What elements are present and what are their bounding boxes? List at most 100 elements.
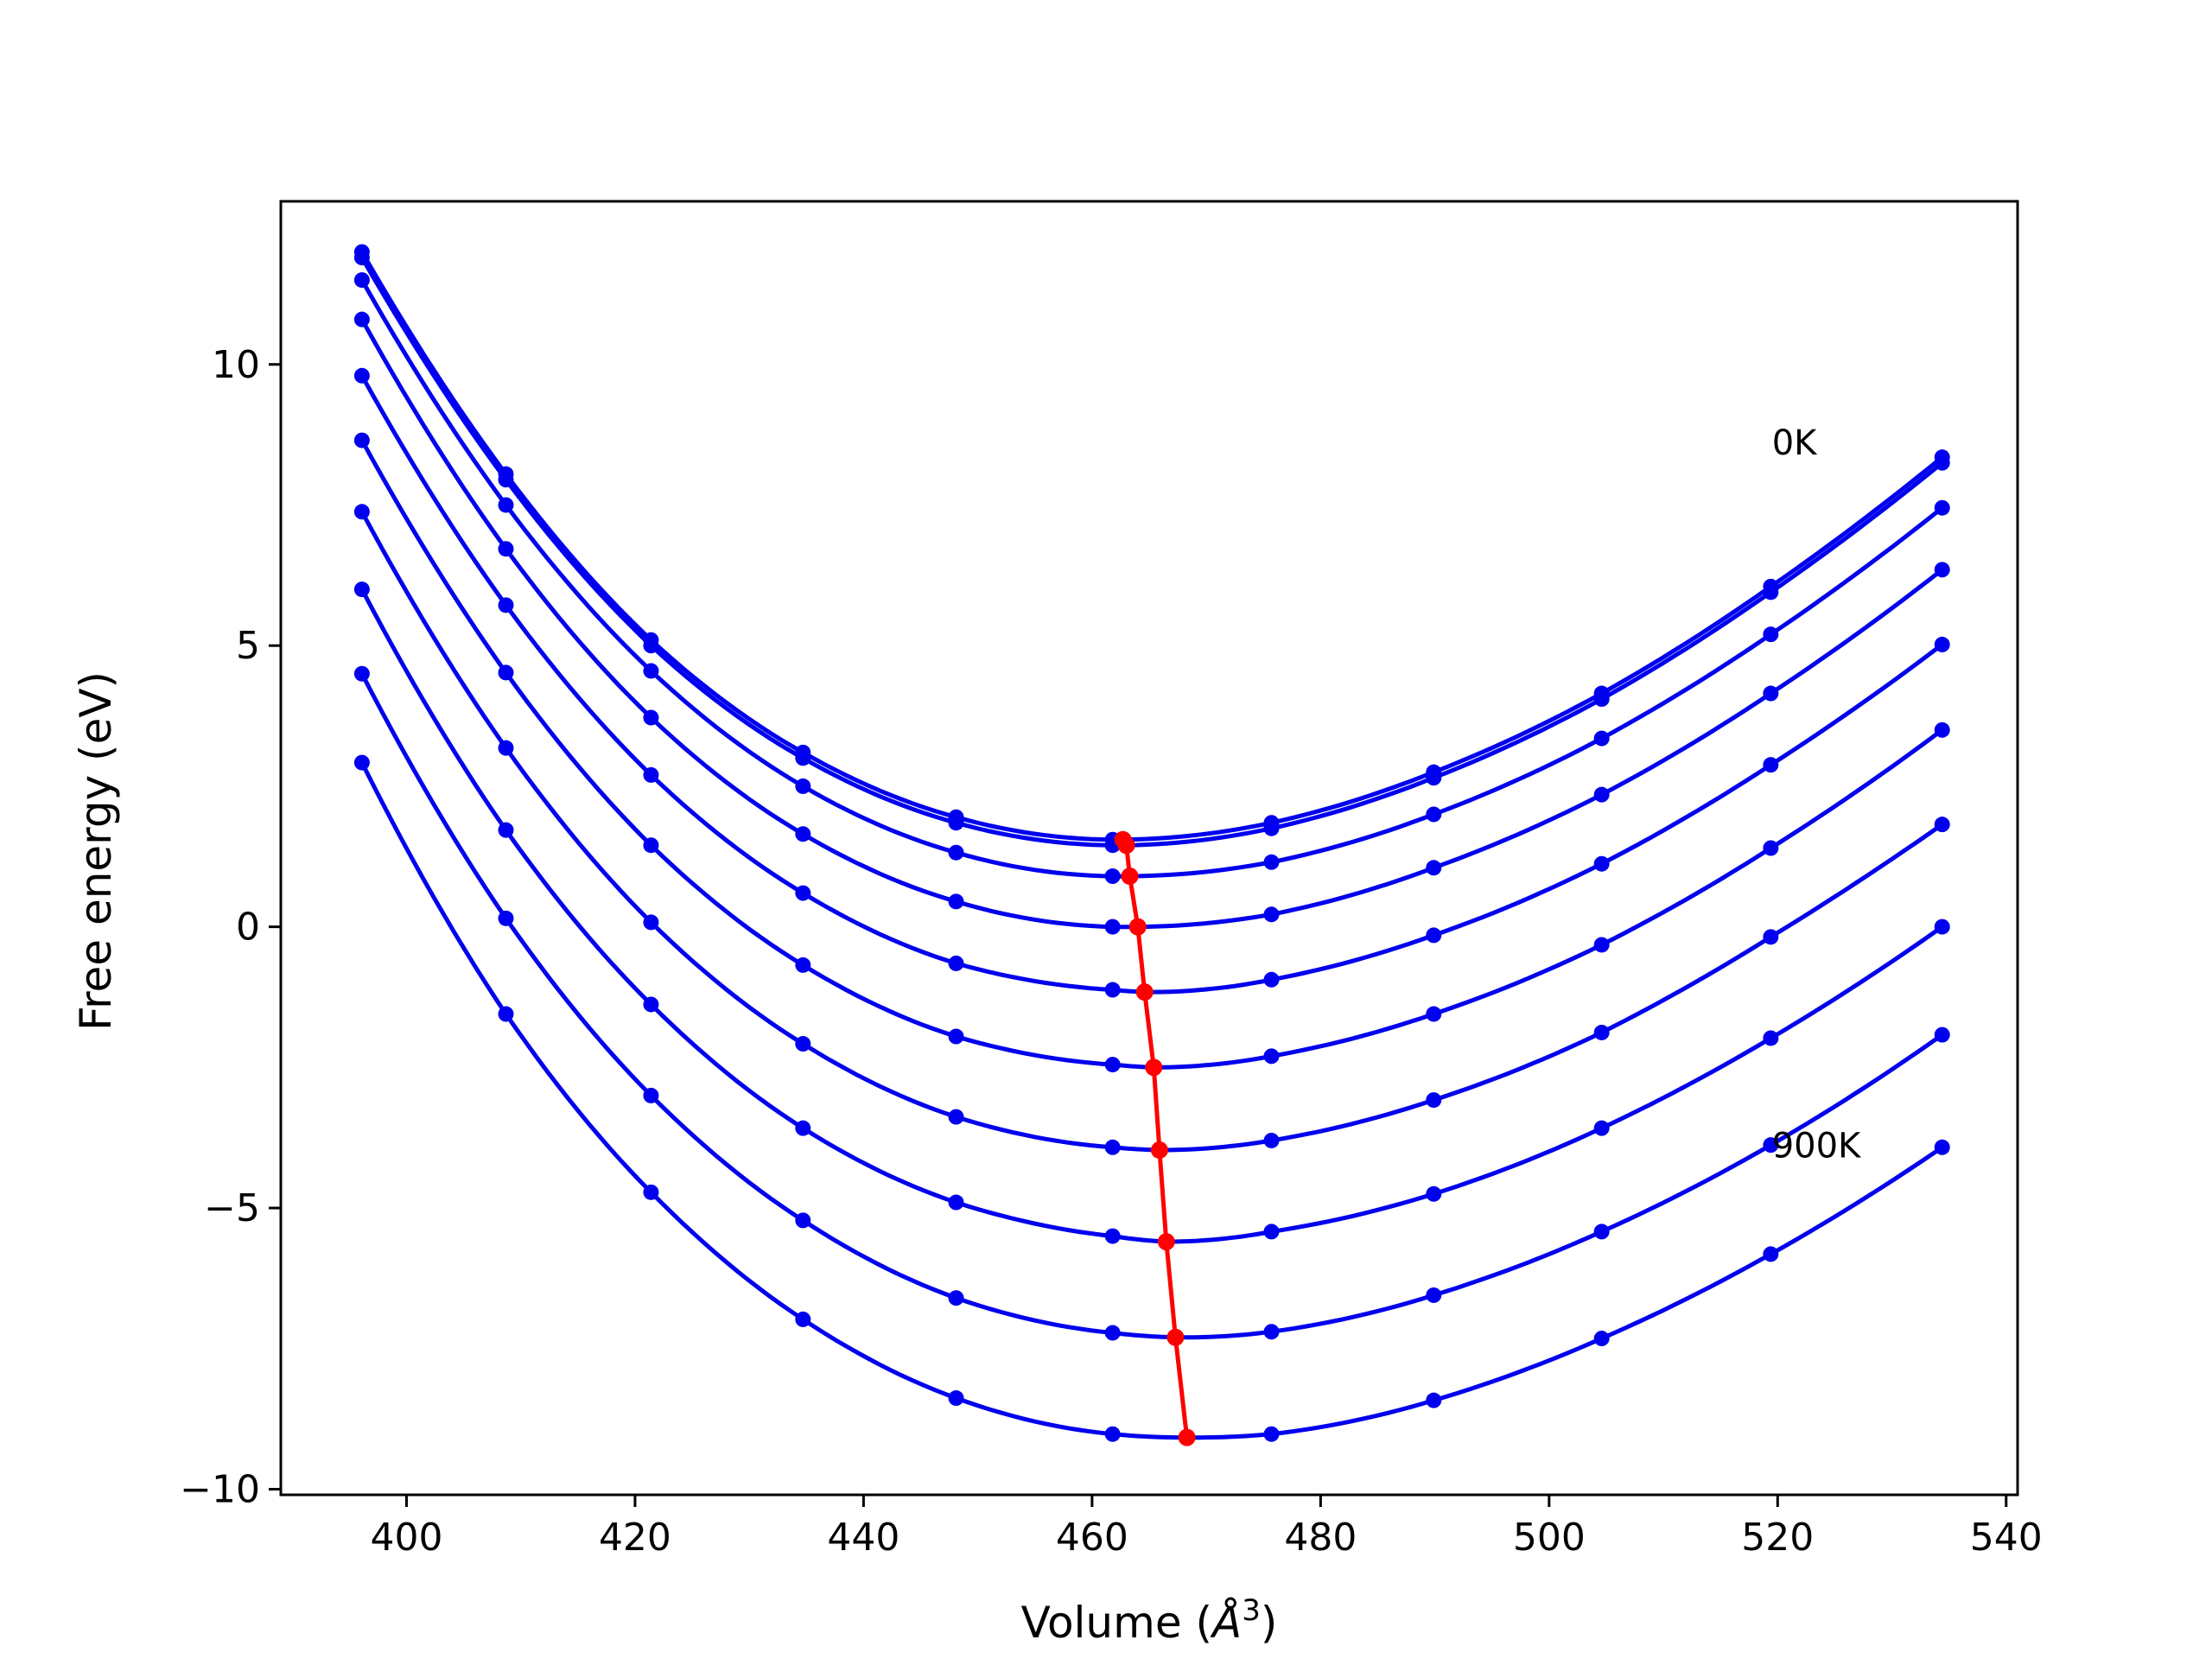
energy-point-8-9 (1763, 1137, 1779, 1154)
energy-point-8-5 (1104, 1325, 1121, 1341)
energy-point-4-7 (1426, 927, 1442, 944)
energy-point-9-0 (353, 754, 370, 771)
energy-point-2-10 (1934, 499, 1950, 516)
energy-point-2-8 (1593, 730, 1610, 747)
energy-point-9-5 (1104, 1426, 1121, 1442)
energy-point-8-2 (643, 1087, 659, 1103)
energy-point-4-4 (948, 955, 964, 971)
energy-point-9-1 (498, 1006, 514, 1022)
y-tick-label--5: −5 (204, 1186, 260, 1230)
energy-point-6-3 (795, 1036, 811, 1052)
minimum-point-6 (1150, 1141, 1168, 1160)
energy-point-3-6 (1263, 906, 1280, 923)
x-axis-title-exponent: 3 (1242, 1593, 1261, 1628)
minimum-point-7 (1157, 1233, 1175, 1251)
energy-point-8-1 (498, 910, 514, 926)
minimum-point-1 (1117, 836, 1135, 855)
energy-point-9-9 (1763, 1246, 1779, 1262)
y-axis-title: Free energy (eV) (71, 671, 121, 1031)
energy-point-5-5 (1104, 1057, 1121, 1073)
energy-point-1-3 (795, 750, 811, 766)
energy-point-6-1 (498, 740, 514, 756)
energy-point-8-10 (1934, 1027, 1950, 1043)
x-tick-label-480: 480 (1284, 1516, 1357, 1560)
minimum-point-5 (1145, 1058, 1163, 1077)
energy-point-5-6 (1263, 1048, 1280, 1065)
energy-point-1-1 (498, 472, 514, 488)
energy-point-5-10 (1934, 721, 1950, 738)
energy-point-4-0 (353, 367, 370, 384)
energy-point-2-0 (353, 272, 370, 289)
x-axis-title: Volume (Å3) (1021, 1593, 1278, 1648)
energy-point-1-7 (1426, 770, 1442, 786)
x-axis-title-text: Volume ( (1021, 1598, 1212, 1648)
energy-point-7-10 (1934, 918, 1950, 935)
energy-point-4-8 (1593, 855, 1610, 872)
energy-point-9-2 (643, 1184, 659, 1200)
energy-point-6-0 (353, 504, 370, 520)
energy-point-2-5 (1104, 868, 1121, 885)
energy-point-2-1 (498, 497, 514, 513)
energy-point-7-6 (1263, 1224, 1280, 1240)
minimum-point-3 (1128, 918, 1147, 936)
energy-point-2-2 (643, 663, 659, 679)
energy-point-2-4 (948, 844, 964, 861)
energy-point-3-2 (643, 709, 659, 726)
energy-point-5-1 (498, 664, 514, 681)
energy-point-3-8 (1593, 786, 1610, 803)
minimum-point-8 (1166, 1328, 1185, 1346)
energy-point-5-4 (948, 1028, 964, 1045)
energy-point-5-9 (1763, 840, 1779, 856)
energy-curve-5 (359, 439, 1944, 1070)
energy-point-4-10 (1934, 636, 1950, 652)
x-tick-label-400: 400 (370, 1516, 442, 1560)
energy-point-8-3 (795, 1212, 811, 1229)
energy-point-3-1 (498, 541, 514, 557)
energy-point-5-3 (795, 957, 811, 973)
energy-point-4-3 (795, 885, 811, 901)
energy-point-1-0 (353, 250, 370, 266)
energy-curve-3 (359, 318, 1944, 930)
x-tick-label-440: 440 (827, 1516, 899, 1560)
energy-point-5-7 (1426, 1006, 1442, 1022)
energy-point-8-6 (1263, 1324, 1280, 1340)
energy-point-5-8 (1593, 937, 1610, 953)
energy-point-3-10 (1934, 562, 1950, 578)
y-tick-label-0: 0 (236, 906, 260, 950)
energy-point-2-7 (1426, 806, 1442, 823)
energy-point-4-5 (1104, 982, 1121, 998)
energy-point-8-7 (1426, 1287, 1442, 1303)
energy-point-8-4 (948, 1290, 964, 1306)
energy-point-6-4 (948, 1109, 964, 1125)
energy-point-1-9 (1763, 584, 1779, 601)
energy-point-9-3 (795, 1311, 811, 1327)
x-axis-title-symbol: Å (1210, 1598, 1242, 1648)
y-axis-ticks: −10 −5 0 5 10 (180, 343, 281, 1511)
energy-point-3-5 (1104, 918, 1121, 935)
energy-point-7-0 (353, 582, 370, 598)
energy-point-1-2 (643, 638, 659, 654)
energy-point-6-9 (1763, 929, 1779, 945)
energy-point-7-5 (1104, 1228, 1121, 1244)
energy-point-3-3 (795, 826, 811, 842)
x-tick-label-520: 520 (1741, 1516, 1814, 1560)
y-tick-label-5: 5 (236, 624, 260, 668)
energy-curve-0 (359, 251, 1944, 842)
minimum-point-9 (1178, 1428, 1196, 1446)
annotation-0k: 0K (1772, 423, 1818, 463)
energy-point-9-4 (948, 1390, 964, 1407)
energy-point-1-6 (1263, 820, 1280, 836)
minimum-point-4 (1135, 983, 1154, 1001)
energy-point-5-2 (643, 837, 659, 854)
x-tick-label-460: 460 (1056, 1516, 1128, 1560)
energy-curve-2 (359, 278, 1944, 879)
energy-point-4-9 (1763, 757, 1779, 773)
energy-point-3-7 (1426, 860, 1442, 876)
energy-point-6-7 (1426, 1092, 1442, 1109)
energy-point-1-4 (948, 815, 964, 831)
energy-point-9-8 (1593, 1331, 1610, 1347)
energy-point-7-7 (1426, 1185, 1442, 1202)
energy-point-1-10 (1934, 454, 1950, 471)
energy-point-1-8 (1593, 691, 1610, 708)
